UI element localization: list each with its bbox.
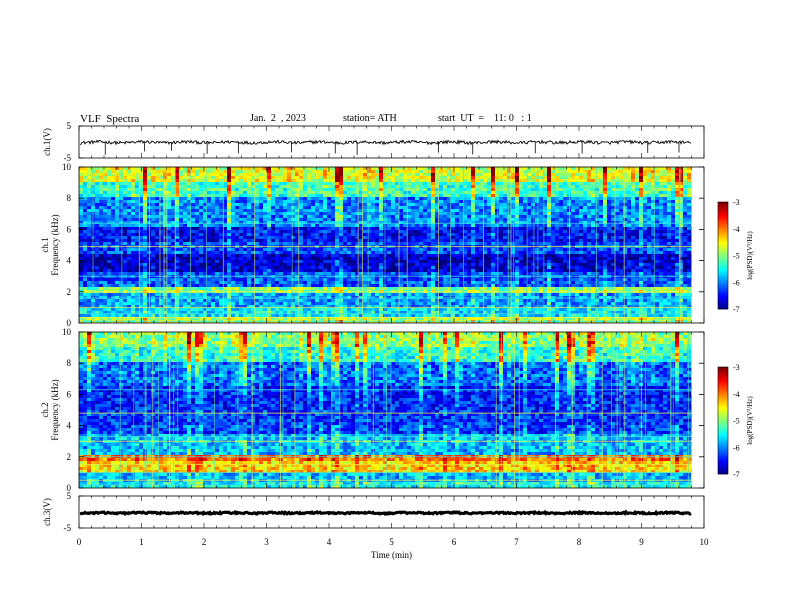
ch2-spectrogram-ytick-6: 6 xyxy=(67,389,72,399)
ch2-spectrogram-ytick-2: 2 xyxy=(67,452,72,462)
ch2-spectrogram-colorbar-tick--7: -7 xyxy=(733,470,740,479)
ch1-spectrogram-ylabel: ch.1Frequency (kHz) xyxy=(40,214,60,275)
ch2-spectrogram-colorbar-tick--4: -4 xyxy=(733,390,740,399)
chart-start-time: start UT = 11: 0 : 1 xyxy=(438,113,532,124)
ch1-spectrogram-colorbar-tick--4: -4 xyxy=(733,225,740,234)
ch2-spectrogram-colorbar-label: log(PSD)(V²/Hz) xyxy=(746,396,754,445)
xtick-7: 7 xyxy=(514,537,519,547)
ch1-waveform-ylabel: ch.1(V) xyxy=(42,128,52,156)
ch2-spectrogram-image xyxy=(79,332,704,488)
chart-date: Jan. 2 , 2023 xyxy=(250,113,306,124)
ch2-spectrogram-ylabel: ch.2Frequency (kHz) xyxy=(40,379,60,440)
ch2-spectrogram-ytick-4: 4 xyxy=(67,421,72,431)
ch2-spectrogram-ytick-8: 8 xyxy=(67,358,72,368)
ch1-spectrogram-image xyxy=(79,167,704,323)
ch2-spectrogram-colorbar-tick--6: -6 xyxy=(733,443,740,452)
xtick-3: 3 xyxy=(264,537,269,547)
ch2-spectrogram-colorbar-tick--3: -3 xyxy=(733,363,740,372)
ch1-spectrogram-ytick-8: 8 xyxy=(67,193,72,203)
xtick-1: 1 xyxy=(139,537,144,547)
xtick-0: 0 xyxy=(77,537,82,547)
ch1-spectrogram-colorbar-tick--6: -6 xyxy=(733,278,740,287)
xtick-4: 4 xyxy=(327,537,332,547)
ch1-spectrogram-ytick-6: 6 xyxy=(67,224,72,234)
ch2-spectrogram-colorbar xyxy=(717,366,729,475)
xtick-2: 2 xyxy=(202,537,207,547)
ch1-waveform-ytick-0: 5 xyxy=(67,121,72,131)
ch1-spectrogram-colorbar xyxy=(717,201,729,310)
xtick-9: 9 xyxy=(639,537,644,547)
xtick-5: 5 xyxy=(389,537,394,547)
chart-station: station= ATH xyxy=(343,113,397,124)
ch3-waveform-ytick-0: 5 xyxy=(67,491,72,501)
chart-title: VLF Spectra xyxy=(80,113,140,125)
ch3-waveform-trace xyxy=(79,509,692,517)
ch1-spectrogram-ytick-0: 0 xyxy=(67,318,72,328)
xtick-10: 10 xyxy=(700,537,710,547)
ch1-spectrogram-colorbar-label: log(PSD)(V²/Hz) xyxy=(746,231,754,280)
ch3-waveform-ytick-1: -5 xyxy=(64,523,72,533)
ch1-spectrogram-colorbar-tick--5: -5 xyxy=(733,252,740,261)
ch2-spectrogram-colorbar-tick--5: -5 xyxy=(733,417,740,426)
xtick-6: 6 xyxy=(452,537,457,547)
ch1-spectrogram-ytick-2: 2 xyxy=(67,287,72,297)
ch2-spectrogram-ytick-10: 10 xyxy=(62,327,72,337)
ch1-spectrogram-colorbar-tick--3: -3 xyxy=(733,198,740,207)
ch1-spectrogram-ytick-10: 10 xyxy=(62,162,72,172)
ch1-waveform-trace xyxy=(80,139,692,146)
xtick-8: 8 xyxy=(577,537,582,547)
x-axis-label: Time (min) xyxy=(371,550,412,560)
ch1-waveform-ytick-1: -5 xyxy=(64,153,72,163)
ch1-spectrogram-ytick-4: 4 xyxy=(67,256,72,266)
ch2-spectrogram-ytick-0: 0 xyxy=(67,483,72,493)
ch1-spectrogram-colorbar-tick--7: -7 xyxy=(733,305,740,314)
ch3-waveform-ylabel: ch.3(V) xyxy=(42,498,52,526)
